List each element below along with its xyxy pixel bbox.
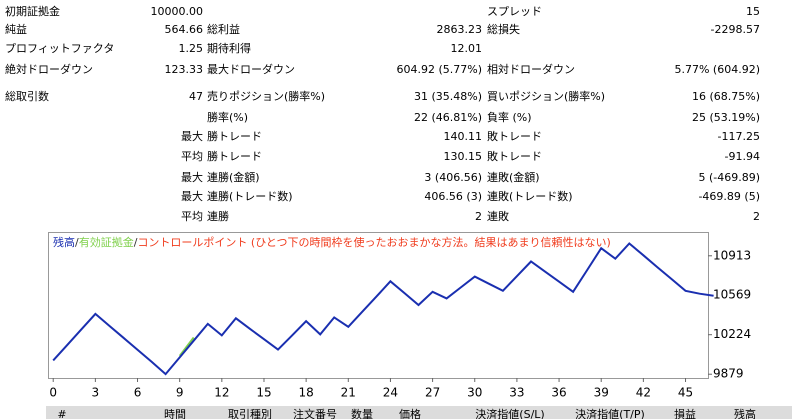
table-column-header: 残高	[734, 407, 756, 419]
summary-label: 敗トレード	[487, 129, 542, 143]
x-tick-label: 33	[509, 386, 524, 400]
summary-label: 連敗(トレード数)	[487, 189, 573, 203]
summary-label: 連敗(金額)	[487, 170, 540, 184]
summary-value: -91.94	[725, 150, 760, 163]
summary-value: 25 (53.19%)	[692, 111, 760, 124]
table-column-header: 注文番号	[293, 407, 337, 419]
chart-frame	[48, 232, 709, 379]
summary-value: 3 (406.56)	[424, 171, 482, 184]
summary-label: 相対ドローダウン	[487, 62, 575, 76]
table-column-header: 損益	[674, 407, 696, 419]
summary-label: 連勝(トレード数)	[207, 189, 293, 203]
x-tick-label: 36	[551, 386, 566, 400]
summary-value: 最大	[181, 129, 203, 143]
table-column-header: 価格	[399, 407, 421, 419]
summary-label: 勝トレード	[207, 149, 262, 163]
x-tick-label: 42	[636, 386, 651, 400]
summary-value: 47	[189, 90, 203, 103]
x-tick-label: 15	[256, 386, 271, 400]
summary-label: 連勝(金額)	[207, 170, 260, 184]
y-tick-label: 10569	[713, 288, 751, 302]
summary-value: -469.89 (5)	[698, 190, 760, 203]
x-tick-label: 39	[594, 386, 609, 400]
summary-value: 最大	[181, 170, 203, 184]
table-header-bg	[46, 406, 792, 419]
summary-value: 5 (-469.89)	[698, 171, 760, 184]
x-tick-label: 18	[298, 386, 313, 400]
summary-value: 564.66	[165, 23, 204, 36]
summary-value: 406.56 (3)	[424, 190, 482, 203]
table-column-header: 時間	[164, 408, 186, 419]
x-tick-label: 0	[49, 386, 57, 400]
summary-label: スプレッド	[487, 5, 542, 18]
summary-value: 平均	[181, 150, 203, 163]
legend-entry: 残高	[53, 235, 75, 249]
x-tick-label: 6	[134, 386, 142, 400]
summary-value: -2298.57	[711, 23, 760, 36]
summary-label: 負率 (%)	[487, 110, 532, 124]
legend-separator: /	[134, 236, 138, 249]
table-column-header: #	[57, 408, 66, 419]
summary-label: 連敗	[487, 209, 509, 223]
summary-value: 2863.23	[437, 23, 483, 36]
summary-value: 604.92 (5.77%)	[396, 63, 482, 76]
series-line	[52, 242, 714, 376]
summary-label: 売りポジション(勝率%)	[207, 89, 325, 103]
summary-value: -117.25	[718, 130, 760, 143]
x-tick-label: 45	[678, 386, 693, 400]
summary-value: 2	[753, 210, 760, 223]
summary-value: 10000.00	[151, 5, 204, 18]
legend-separator: /	[75, 236, 79, 249]
summary-value: 123.33	[165, 63, 204, 76]
x-tick-label: 27	[425, 386, 440, 400]
x-tick-label: 12	[214, 386, 229, 400]
summary-value: 140.11	[444, 130, 483, 143]
y-tick-label: 10913	[713, 248, 751, 262]
summary-value: 16 (68.75%)	[692, 90, 760, 103]
summary-label: 総損失	[487, 22, 520, 36]
x-tick-label: 30	[467, 386, 482, 400]
summary-label: 初期証拠金	[5, 4, 60, 18]
table-column-header: 取引種別	[228, 407, 272, 419]
x-tick-label: 24	[383, 386, 398, 400]
summary-value: 5.77% (604.92)	[674, 63, 760, 76]
summary-label: 連勝	[207, 209, 229, 223]
summary-label: 総取引数	[5, 89, 49, 103]
summary-label: 期待利得	[207, 41, 251, 55]
table-column-header: 数量	[351, 408, 373, 419]
legend: 残高/有効証拠金/コントロールポイント (ひとつ下の時間枠を使ったおおまかな方法…	[53, 235, 611, 249]
x-tick-label: 9	[176, 386, 184, 400]
summary-label: 純益	[5, 22, 27, 36]
summary-label: 敗トレード	[487, 149, 542, 163]
summary-label: 勝率(%)	[207, 110, 248, 124]
legend-entry: 有効証拠金	[79, 235, 134, 249]
x-tick-label: 3	[92, 386, 100, 400]
summary-value: 31 (35.48%)	[414, 90, 482, 103]
summary-value: 1.25	[179, 42, 204, 55]
y-tick-label: 10224	[713, 327, 751, 341]
table-column-header: 決済指値(T/P)	[575, 407, 645, 419]
y-tick-label: 9879	[713, 367, 744, 381]
series-line	[178, 336, 195, 357]
summary-value: 2	[475, 210, 482, 223]
legend-note: コントロールポイント (ひとつ下の時間枠を使ったおおまかな方法。結果はあまり信頼…	[137, 235, 610, 249]
summary-label: 買いポジション(勝率%)	[487, 89, 605, 103]
summary-value: 平均	[181, 210, 203, 223]
summary-value: 最大	[181, 189, 203, 203]
summary-value: 22 (46.81%)	[414, 111, 482, 124]
summary-label: 最大ドローダウン	[207, 62, 295, 76]
summary-label: 絶対ドローダウン	[5, 62, 93, 76]
summary-label: 総利益	[207, 22, 240, 36]
x-tick-label: 21	[341, 386, 356, 400]
summary-value: 12.01	[451, 42, 483, 55]
summary-label: 勝トレード	[207, 129, 262, 143]
summary-value: 130.15	[444, 150, 483, 163]
summary-value: 15	[746, 5, 760, 18]
table-column-header: 決済指値(S/L)	[475, 407, 544, 419]
summary-label: プロフィットファクタ	[5, 42, 114, 55]
